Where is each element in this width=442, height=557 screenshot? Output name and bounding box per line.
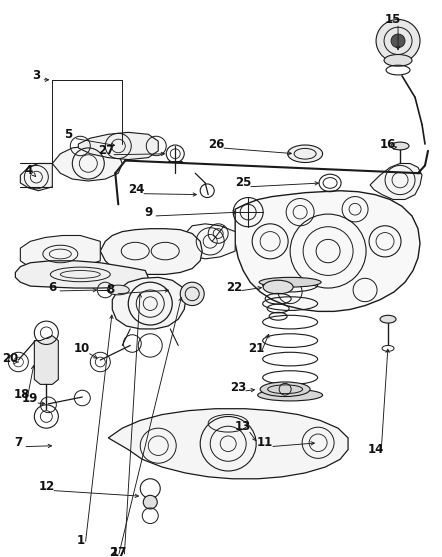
Ellipse shape (258, 389, 323, 401)
Polygon shape (185, 224, 235, 259)
Text: 24: 24 (128, 183, 145, 196)
Text: 17: 17 (111, 546, 127, 557)
Text: 5: 5 (64, 128, 72, 141)
Ellipse shape (263, 280, 293, 294)
Polygon shape (235, 190, 420, 311)
Text: 4: 4 (24, 164, 32, 177)
Ellipse shape (260, 382, 310, 397)
Ellipse shape (259, 277, 321, 287)
Text: 8: 8 (106, 284, 114, 296)
Text: 6: 6 (48, 281, 57, 294)
Text: 12: 12 (38, 480, 54, 493)
Text: 3: 3 (32, 70, 40, 82)
Text: 1: 1 (76, 534, 84, 546)
Text: 14: 14 (368, 443, 384, 456)
Polygon shape (108, 409, 348, 479)
Polygon shape (15, 261, 148, 288)
Text: 15: 15 (385, 13, 401, 26)
Text: 20: 20 (2, 351, 19, 365)
Text: 18: 18 (14, 388, 30, 400)
Text: 2: 2 (109, 546, 117, 557)
Text: 10: 10 (74, 342, 91, 355)
Circle shape (180, 282, 204, 306)
Circle shape (376, 19, 420, 62)
Text: 23: 23 (230, 381, 246, 394)
Ellipse shape (391, 142, 409, 150)
Polygon shape (20, 164, 52, 190)
Polygon shape (20, 236, 100, 271)
Polygon shape (100, 229, 202, 275)
Polygon shape (370, 164, 422, 199)
Text: 25: 25 (235, 177, 251, 189)
Ellipse shape (288, 145, 323, 163)
Polygon shape (112, 277, 186, 329)
Text: 19: 19 (22, 393, 38, 405)
Text: 21: 21 (248, 342, 264, 355)
Text: 13: 13 (235, 420, 251, 433)
Ellipse shape (143, 495, 157, 509)
Circle shape (391, 34, 405, 48)
Text: 16: 16 (380, 138, 396, 150)
Text: 26: 26 (208, 138, 225, 150)
Polygon shape (34, 336, 58, 384)
Text: 7: 7 (14, 436, 23, 449)
Text: 27: 27 (98, 144, 114, 157)
Text: 9: 9 (144, 206, 152, 219)
Text: 11: 11 (257, 436, 273, 449)
Ellipse shape (384, 55, 412, 66)
Ellipse shape (380, 315, 396, 323)
Polygon shape (52, 146, 122, 181)
Bar (128, 282, 150, 298)
Ellipse shape (107, 285, 129, 295)
Polygon shape (78, 133, 158, 160)
Text: 22: 22 (226, 281, 242, 294)
